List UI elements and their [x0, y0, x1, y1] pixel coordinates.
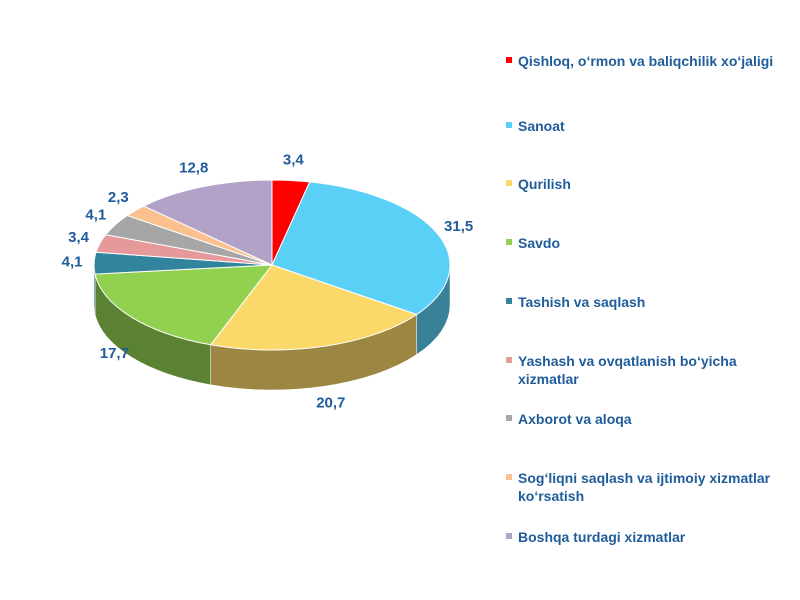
legend-label: Qishloq, o‘rmon va baliqchilik xo‘jaligi — [518, 53, 774, 69]
legend-label: Qurilish — [518, 176, 571, 192]
legend-item: Sog‘liqni saqlash va ijtimoiy xizmatlar … — [506, 469, 778, 505]
value-label: 3,4 — [283, 152, 305, 169]
legend-item: Sanoat — [506, 117, 778, 135]
legend-label: Sanoat — [518, 118, 565, 134]
value-label: 4,1 — [62, 254, 83, 271]
legend-swatch — [506, 122, 512, 128]
legend-label: Tashish va saqlash — [518, 294, 646, 310]
legend-label: Sog‘liqni saqlash va ijtimoiy xizmatlar … — [518, 470, 771, 504]
legend-swatch — [506, 415, 512, 421]
slice — [94, 264, 274, 346]
legend-swatch — [506, 533, 512, 539]
legend-label: Yashash va ovqatlanish bo‘yicha xizmatla… — [518, 353, 737, 387]
legend-label: Savdo — [518, 235, 561, 251]
legend-label: Axborot va aloqa — [518, 411, 632, 427]
legend-label: Boshqa turdagi xizmatlar — [518, 529, 686, 545]
value-label: 17,7 — [100, 345, 129, 362]
legend-item: Axborot va aloqa — [506, 410, 778, 428]
legend-item: Savdo — [506, 234, 778, 252]
value-label: 31,5 — [444, 218, 473, 235]
legend-swatch — [506, 180, 512, 186]
value-label: 4,1 — [85, 206, 106, 223]
legend-swatch — [506, 474, 512, 480]
slice — [209, 264, 418, 351]
value-label: 12,8 — [179, 159, 208, 176]
legend-item: Yashash va ovqatlanish bo‘yicha xizmatla… — [506, 352, 778, 388]
slice — [142, 179, 273, 266]
legend-item: Qurilish — [506, 175, 778, 193]
legend-swatch — [506, 239, 512, 245]
legend-swatch — [506, 357, 512, 363]
legend-swatch — [506, 298, 512, 304]
value-label: 20,7 — [316, 395, 345, 412]
value-label: 3,4 — [68, 229, 90, 246]
value-label: 2,3 — [108, 189, 129, 206]
legend-swatch — [506, 57, 512, 63]
slice — [271, 181, 451, 316]
legend-item: Qishloq, o‘rmon va baliqchilik xo‘jaligi — [506, 52, 778, 70]
legend-item: Tashish va saqlash — [506, 293, 778, 311]
legend-item: Boshqa turdagi xizmatlar — [506, 528, 778, 546]
